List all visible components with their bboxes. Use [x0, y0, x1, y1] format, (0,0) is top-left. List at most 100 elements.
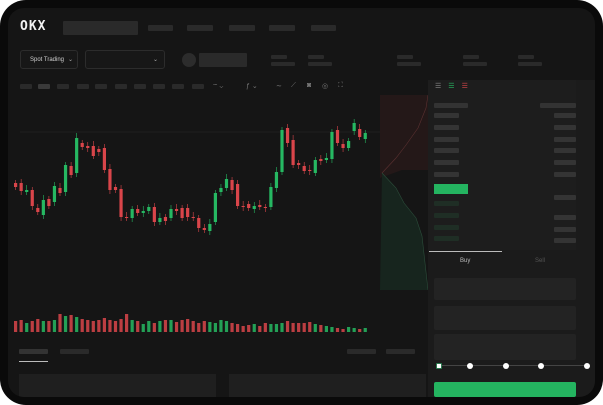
tab-sell[interactable]: Sell [535, 258, 546, 264]
slider-handle[interactable] [436, 363, 442, 369]
volume-bar [230, 323, 234, 332]
timeframe-button[interactable] [172, 84, 184, 89]
candle-body [191, 217, 195, 218]
volume-bar [41, 321, 45, 332]
candle-body [224, 179, 229, 188]
timeframe-button[interactable] [134, 84, 146, 89]
volume-bar [25, 323, 29, 332]
indicator-icon[interactable]: ƒ ⌄ [246, 83, 258, 90]
tab-order-history[interactable] [60, 349, 89, 354]
filter-button[interactable] [347, 349, 376, 354]
volume-bar [319, 325, 323, 332]
volume-bar [241, 326, 245, 332]
chevron-down-icon: ⌄ [152, 57, 158, 63]
slider-step[interactable] [503, 363, 509, 369]
candle-body [41, 200, 45, 215]
volume-bar [174, 322, 179, 332]
settings-icon[interactable]: ◎ [322, 83, 329, 90]
volume-bar [102, 318, 106, 332]
volume-bar [252, 324, 256, 332]
candle-body [324, 158, 328, 160]
ask-amount [554, 160, 576, 165]
volume-bar [147, 321, 151, 332]
mid-amount [554, 195, 576, 200]
volume-bar [14, 321, 18, 332]
candle-body [197, 218, 201, 228]
orderbook-bids-icon[interactable]: ☰ [448, 83, 455, 90]
timeframe-button[interactable] [95, 84, 107, 89]
candle-body [258, 205, 262, 207]
candle-body [352, 123, 356, 131]
amount-slider[interactable] [438, 365, 588, 366]
tab-buy[interactable]: Buy [460, 258, 471, 264]
candle-body [19, 183, 23, 191]
timeframe-button[interactable] [115, 84, 127, 89]
line-tool-icon[interactable]: ∼ [276, 83, 282, 90]
nav-item[interactable] [311, 25, 336, 31]
timeframe-button[interactable] [192, 84, 204, 89]
nav-item[interactable] [229, 25, 255, 31]
slider-step[interactable] [467, 363, 473, 369]
candle-type-icon[interactable]: ⏖ ⌄ [213, 82, 224, 89]
price-input[interactable] [434, 278, 576, 300]
candle-body [36, 208, 40, 212]
candlestick-chart[interactable] [8, 8, 438, 348]
nav-item[interactable] [187, 25, 213, 31]
volume-bar [136, 321, 140, 332]
buy-button[interactable] [434, 382, 576, 397]
candle-body [230, 180, 234, 190]
volume-bar [47, 321, 51, 332]
search-bar[interactable] [63, 21, 138, 35]
ask-price [434, 172, 459, 177]
volume-bar [80, 319, 84, 332]
stat-value [308, 62, 332, 66]
filter-button[interactable] [386, 349, 415, 354]
candle-body [347, 141, 351, 148]
nav-item[interactable] [148, 25, 173, 31]
slider-step[interactable] [538, 363, 544, 369]
timeframe-button[interactable] [77, 84, 89, 89]
slider-step[interactable] [584, 363, 590, 369]
timeframe-button[interactable] [57, 84, 69, 89]
candle-body [269, 187, 273, 207]
candle-body [274, 172, 279, 188]
candle-body [158, 218, 162, 222]
volume-bar [169, 320, 173, 332]
orderbook-asks-icon[interactable]: ☰ [461, 83, 468, 90]
stat-value [271, 62, 295, 66]
fullscreen-icon[interactable]: ⛶ [338, 82, 343, 89]
volume-bar [163, 320, 168, 332]
volume-bar [197, 323, 201, 332]
tab-open-orders[interactable] [19, 349, 48, 354]
candle-body [358, 129, 362, 137]
candle-body [202, 228, 206, 230]
candle-body [291, 140, 295, 165]
nav-item[interactable] [269, 25, 295, 31]
timeframe-button[interactable] [20, 84, 32, 89]
candle-body [180, 208, 184, 218]
ruler-icon[interactable]: ⟋ [291, 82, 296, 89]
candle-body [263, 207, 267, 208]
camera-icon[interactable]: ◙ [307, 82, 312, 89]
stat-label [463, 55, 479, 59]
amount-input[interactable] [434, 306, 576, 330]
volume-bar [285, 321, 290, 332]
volume-bar [52, 320, 57, 332]
candle-body [91, 146, 95, 156]
depth-bids-line [381, 172, 429, 291]
timeframe-button[interactable] [38, 84, 50, 89]
ask-amount [554, 125, 576, 130]
pair-select[interactable]: ⌄ [85, 50, 165, 69]
timeframe-button[interactable] [153, 84, 165, 89]
trading-mode-dropdown[interactable]: Spot Trading ⌄ [20, 50, 78, 69]
total-input[interactable] [434, 334, 576, 360]
ask-price [434, 137, 459, 142]
bid-amount [554, 227, 576, 232]
orderbook-both-icon[interactable]: ☰ [435, 83, 442, 90]
volume-bar [274, 324, 279, 332]
okx-logo[interactable]: OKX [20, 19, 47, 34]
volume-bar [358, 329, 362, 332]
volume-bar [158, 321, 162, 332]
volume-bar [224, 321, 229, 332]
